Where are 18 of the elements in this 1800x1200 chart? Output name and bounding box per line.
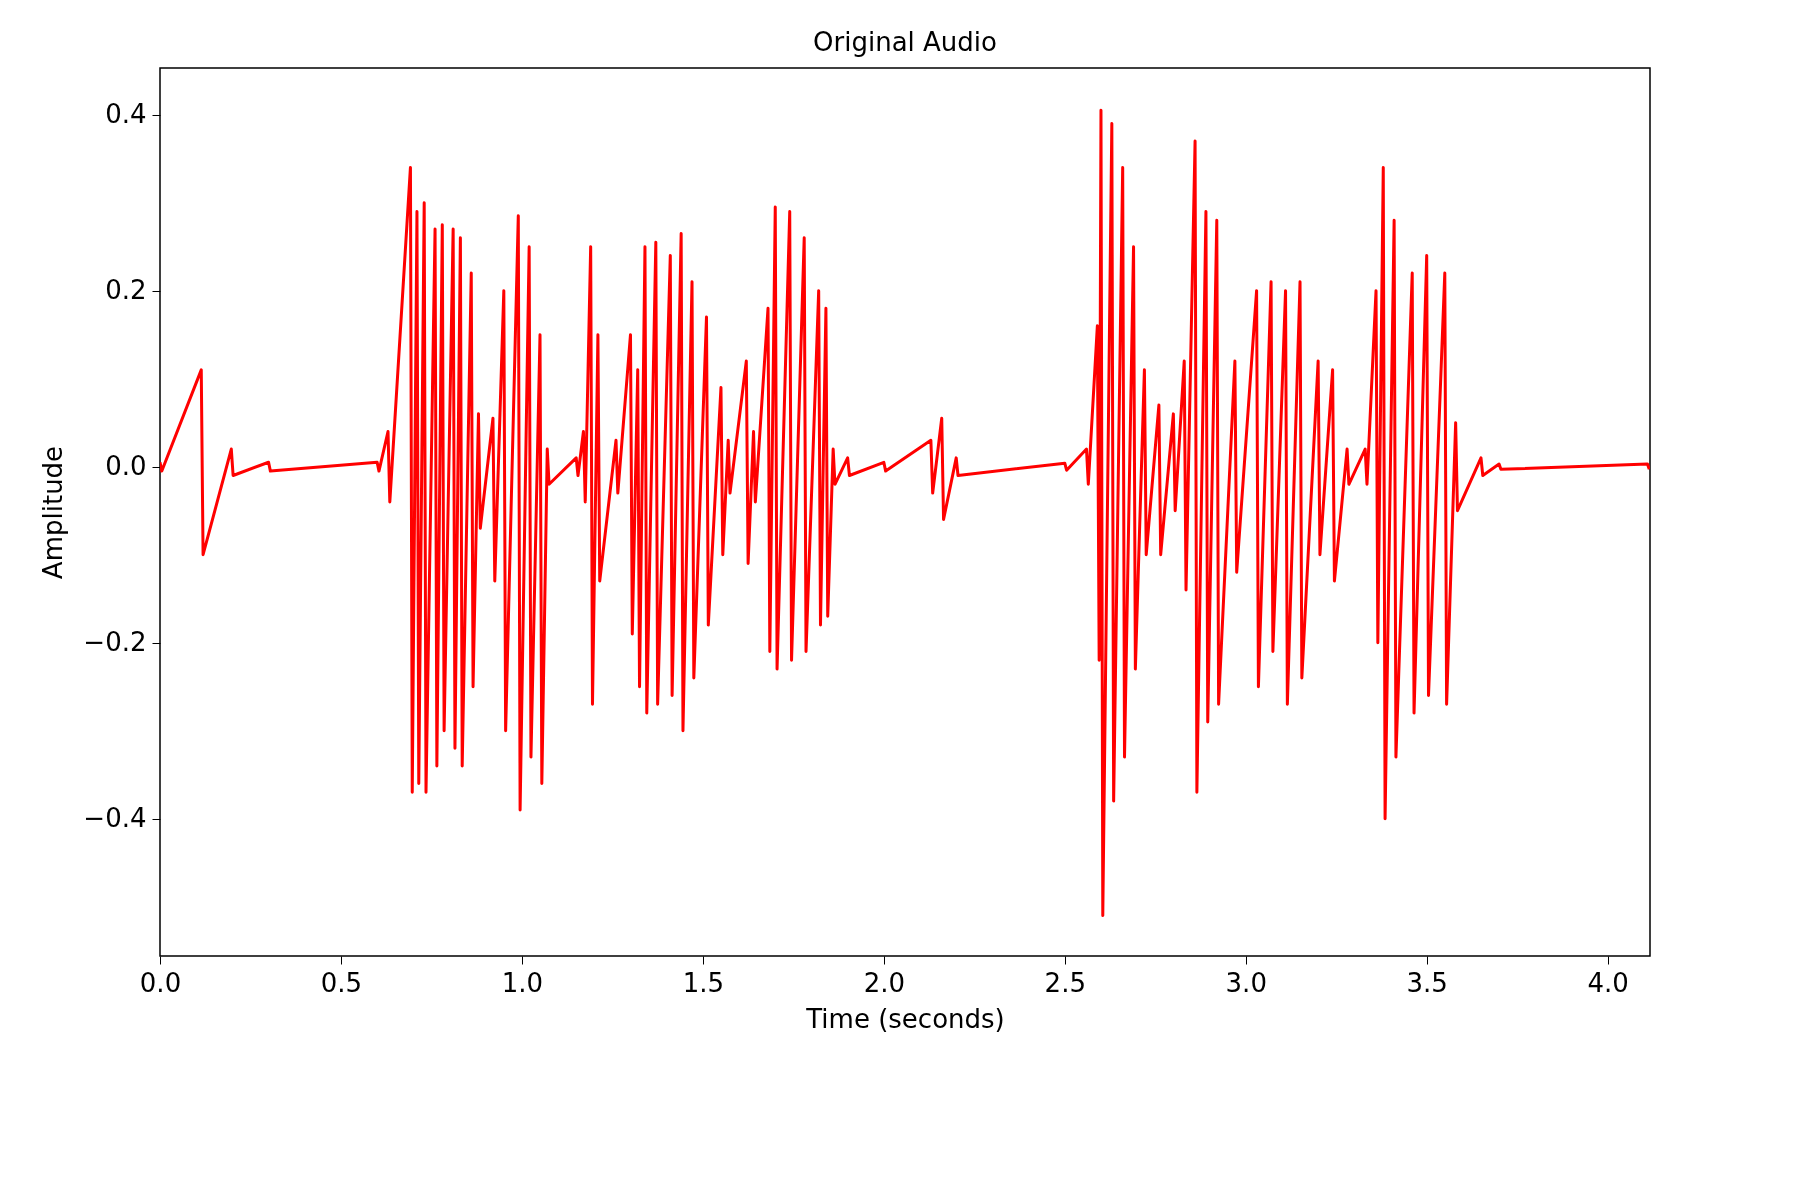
y-tick-label: 0.4 <box>105 99 147 130</box>
y-tick-label: 0.0 <box>105 451 147 482</box>
x-tick-label: 1.0 <box>501 967 544 998</box>
x-tick-label: 0.5 <box>320 967 363 998</box>
x-tick-label: 0.0 <box>139 967 182 998</box>
y-axis-title: Amplitude <box>38 445 69 580</box>
x-tick-label: 2.0 <box>863 967 906 998</box>
x-tick-label: 3.0 <box>1225 967 1267 998</box>
y-tick-label: −0.4 <box>83 803 147 834</box>
line-series <box>160 108 1650 918</box>
x-tick-label: 2.5 <box>1044 967 1086 998</box>
x-tick-label: 3.5 <box>1406 967 1448 998</box>
y-tick-label: −0.2 <box>83 627 147 658</box>
x-tick-label: 4.0 <box>1587 967 1629 998</box>
y-tick-label: 0.2 <box>105 275 147 306</box>
x-axis-title: Time (seconds) <box>805 1003 1005 1034</box>
chart-title: Original Audio <box>813 27 997 57</box>
x-tick-label: 1.5 <box>682 967 725 998</box>
